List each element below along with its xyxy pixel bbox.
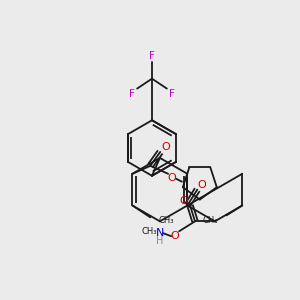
Text: O: O xyxy=(180,196,188,206)
Text: F: F xyxy=(169,88,175,98)
Text: CH₃: CH₃ xyxy=(158,216,174,225)
Text: O: O xyxy=(171,231,180,241)
Text: CH₃: CH₃ xyxy=(142,227,158,236)
Text: H: H xyxy=(156,236,164,246)
Text: CH₃: CH₃ xyxy=(203,216,218,225)
Text: O: O xyxy=(168,173,176,183)
Text: N: N xyxy=(156,228,164,238)
Text: F: F xyxy=(149,51,155,61)
Text: F: F xyxy=(129,88,135,98)
Text: O: O xyxy=(198,180,207,190)
Text: O: O xyxy=(162,142,170,152)
